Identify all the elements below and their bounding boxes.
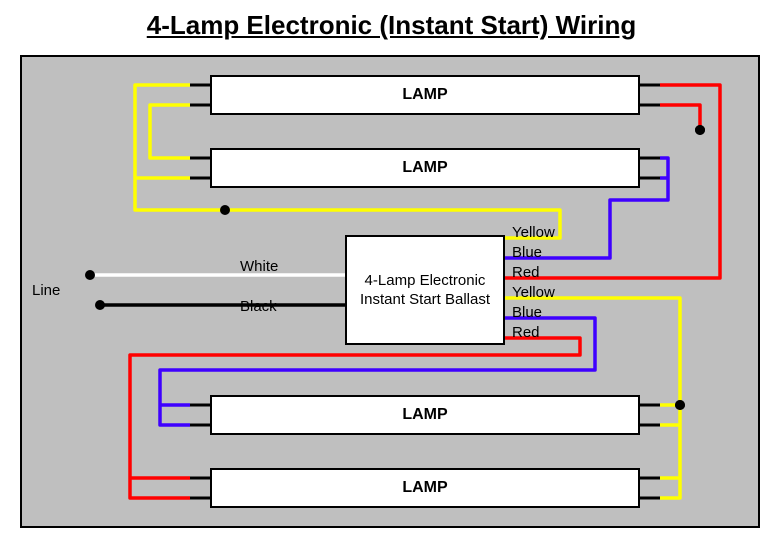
wire-label-1: Blue <box>512 244 542 261</box>
diagram-canvas: 4-Lamp Electronic (Instant Start) Wiring… <box>0 0 783 541</box>
lamp-box-2: LAMP <box>210 148 640 188</box>
wire-label-6: White <box>240 258 278 275</box>
wire-label-0: Yellow <box>512 224 555 241</box>
wire-label-7: Black <box>240 298 277 315</box>
wire-label-5: Red <box>512 324 540 341</box>
lamp-box-4: LAMP <box>210 468 640 508</box>
wire-label-2: Red <box>512 264 540 281</box>
diagram-title: 4-Lamp Electronic (Instant Start) Wiring <box>0 10 783 41</box>
lamp-box-3: LAMP <box>210 395 640 435</box>
wire-label-3: Yellow <box>512 284 555 301</box>
wire-label-4: Blue <box>512 304 542 321</box>
lamp-box-1: LAMP <box>210 75 640 115</box>
ballast-box: 4-Lamp Electronic Instant Start Ballast <box>345 235 505 345</box>
wire-label-8: Line <box>32 282 60 299</box>
